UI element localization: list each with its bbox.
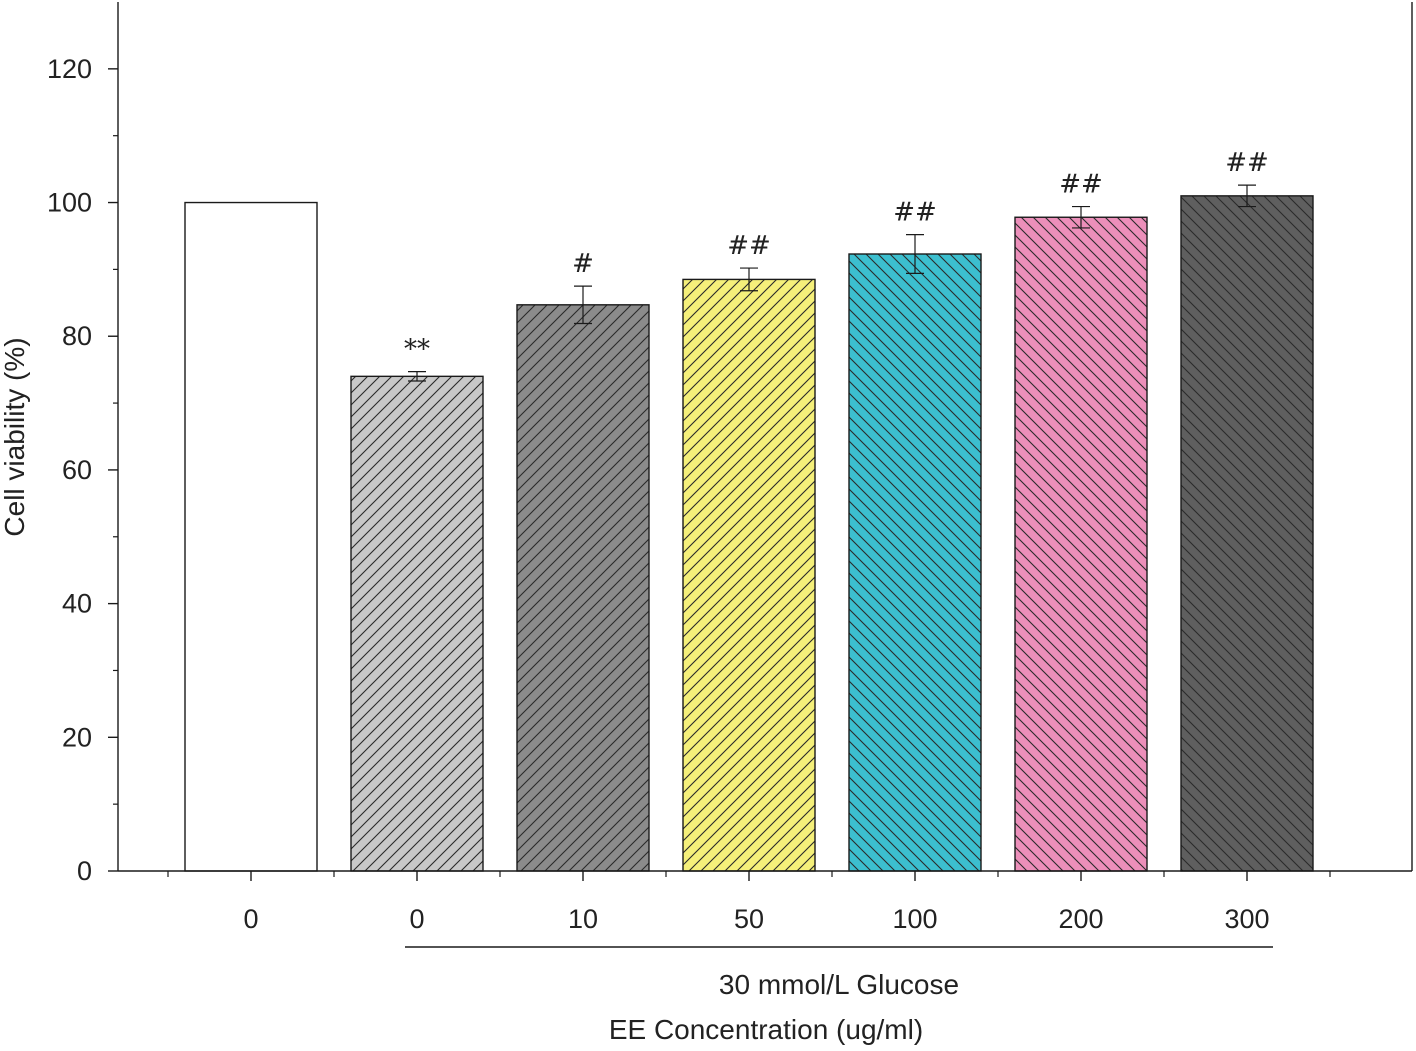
bars-layer: **#########	[184, 148, 1314, 872]
y-tick-label-60: 60	[62, 455, 92, 485]
x-tick-label-6: 300	[1224, 904, 1269, 934]
x-tick-label-0: 0	[243, 904, 258, 934]
labels-layer: Cell viability (%) 30 mmol/L Glucose EE …	[0, 337, 959, 1045]
bar-4	[848, 253, 982, 872]
y-tick-label-0: 0	[77, 856, 92, 886]
significance-marker-1: **	[404, 335, 430, 365]
x-tick-label-2: 10	[568, 904, 598, 934]
bar-0	[184, 201, 318, 872]
x-tick-label-4: 100	[892, 904, 937, 934]
y-axis-title: Cell viability (%)	[0, 337, 30, 536]
x-tick-label-3: 50	[734, 904, 764, 934]
y-tick-label-40: 40	[62, 589, 92, 619]
significance-marker-5: ##	[1059, 170, 1103, 200]
bar-2	[516, 304, 650, 872]
x-axis-title: EE Concentration (ug/ml)	[609, 1014, 923, 1045]
axes-layer: 0 0 10 50 100 200 300 0 20 40 60 80 100 120	[47, 2, 1413, 948]
significance-marker-6: ##	[1225, 148, 1269, 178]
x-tick-label-1: 0	[409, 904, 424, 934]
y-tick-label-100: 100	[47, 188, 92, 218]
significance-marker-4: ##	[893, 198, 937, 228]
significance-marker-3: ##	[727, 231, 771, 261]
x-tick-label-5: 200	[1058, 904, 1103, 934]
y-tick-label-80: 80	[62, 321, 92, 351]
y-tick-label-20: 20	[62, 722, 92, 752]
bar-5	[1014, 216, 1148, 872]
y-tick-label-120: 120	[47, 54, 92, 84]
bar-1	[350, 375, 484, 872]
significance-marker-2: #	[572, 249, 594, 279]
bar-3	[682, 278, 816, 872]
group-label: 30 mmol/L Glucose	[719, 969, 959, 1000]
bar-6	[1180, 195, 1314, 872]
